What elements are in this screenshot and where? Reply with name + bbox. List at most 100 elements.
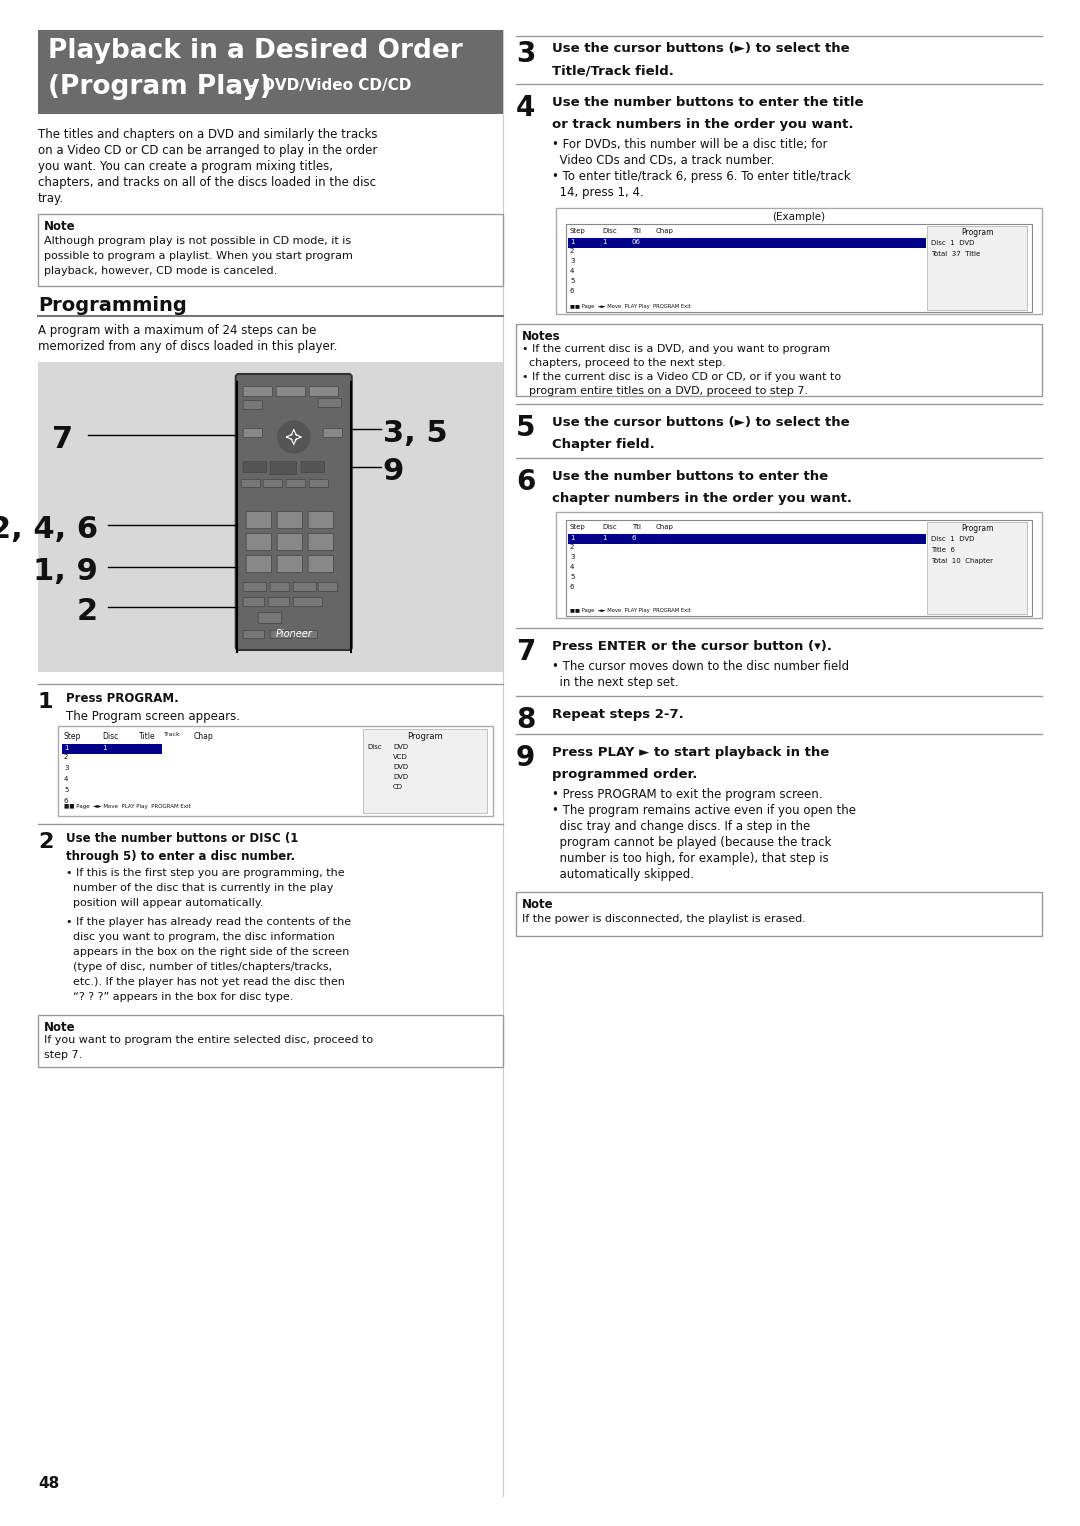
Text: Press ENTER or the cursor button (▾).: Press ENTER or the cursor button (▾). <box>552 639 832 653</box>
Text: Notes: Notes <box>522 330 561 343</box>
FancyBboxPatch shape <box>246 555 271 572</box>
Text: Disc: Disc <box>367 745 381 749</box>
Text: Chapter field.: Chapter field. <box>552 438 654 452</box>
Text: 9: 9 <box>382 456 404 485</box>
Text: ■■ Page  ◄► Move  PLAY Play  PROGRAM Exit: ■■ Page ◄► Move PLAY Play PROGRAM Exit <box>570 607 691 613</box>
Bar <box>38 362 503 671</box>
Text: Note: Note <box>44 1021 76 1035</box>
Text: Total  37  Title: Total 37 Title <box>931 250 981 256</box>
Text: • The cursor moves down to the disc number field: • The cursor moves down to the disc numb… <box>552 661 849 673</box>
Text: Repeat steps 2-7.: Repeat steps 2-7. <box>552 708 684 720</box>
FancyBboxPatch shape <box>309 386 338 397</box>
Text: “? ? ?” appears in the box for disc type.: “? ? ?” appears in the box for disc type… <box>66 992 294 1003</box>
Text: tray.: tray. <box>38 192 64 204</box>
Bar <box>556 208 1042 314</box>
Text: chapter numbers in the order you want.: chapter numbers in the order you want. <box>552 491 852 505</box>
Text: program entire titles on a DVD, proceed to step 7.: program entire titles on a DVD, proceed … <box>522 386 808 397</box>
Bar <box>516 324 1042 397</box>
Text: Programming: Programming <box>38 296 187 314</box>
Text: Use the cursor buttons (►) to select the: Use the cursor buttons (►) to select the <box>552 43 850 55</box>
Text: • If the player has already read the contents of the: • If the player has already read the con… <box>66 917 351 926</box>
Text: disc tray and change discs. If a step in the: disc tray and change discs. If a step in… <box>552 819 810 833</box>
FancyBboxPatch shape <box>319 398 341 407</box>
Bar <box>927 522 1027 613</box>
Text: 5: 5 <box>516 414 536 443</box>
Text: 48: 48 <box>38 1476 59 1491</box>
FancyBboxPatch shape <box>293 583 316 592</box>
Text: Ttl: Ttl <box>632 523 642 530</box>
Bar <box>516 893 1042 935</box>
Text: number is too high, for example), that step is: number is too high, for example), that s… <box>552 852 828 865</box>
Text: Note: Note <box>522 897 554 911</box>
Text: Playback in a Desired Order: Playback in a Desired Order <box>48 38 462 64</box>
Text: 7: 7 <box>516 638 536 665</box>
Text: playback, however, CD mode is canceled.: playback, however, CD mode is canceled. <box>44 266 278 276</box>
Text: 2: 2 <box>38 832 53 852</box>
Text: number of the disc that is currently in the play: number of the disc that is currently in … <box>66 884 334 893</box>
Text: 1: 1 <box>602 536 607 542</box>
FancyBboxPatch shape <box>270 630 292 638</box>
FancyBboxPatch shape <box>309 479 328 488</box>
Text: Disc: Disc <box>602 523 617 530</box>
Text: Chap: Chap <box>194 732 214 742</box>
Text: DVD: DVD <box>393 745 408 749</box>
Bar <box>62 745 162 754</box>
Text: Step: Step <box>64 732 81 742</box>
Text: 6: 6 <box>516 468 536 496</box>
Text: Step: Step <box>570 227 585 233</box>
Text: Use the number buttons to enter the: Use the number buttons to enter the <box>552 470 828 484</box>
Text: or track numbers in the order you want.: or track numbers in the order you want. <box>552 118 853 131</box>
FancyBboxPatch shape <box>243 597 265 607</box>
Text: Pioneer: Pioneer <box>275 629 312 639</box>
Text: 06: 06 <box>632 240 642 246</box>
FancyBboxPatch shape <box>243 400 262 409</box>
Text: 14, press 1, 4.: 14, press 1, 4. <box>552 186 644 198</box>
Text: 2: 2 <box>64 754 68 760</box>
Text: 6: 6 <box>64 798 68 804</box>
Text: Chap: Chap <box>656 227 674 233</box>
Text: automatically skipped.: automatically skipped. <box>552 868 694 881</box>
FancyBboxPatch shape <box>243 461 267 473</box>
Text: DVD: DVD <box>393 765 408 771</box>
Text: 1: 1 <box>570 536 575 542</box>
FancyBboxPatch shape <box>319 583 337 592</box>
Bar <box>568 534 926 543</box>
Text: 2, 4, 6: 2, 4, 6 <box>0 514 98 543</box>
Text: 5: 5 <box>570 278 575 284</box>
Text: 5: 5 <box>64 787 68 794</box>
FancyBboxPatch shape <box>308 511 334 528</box>
Text: Press PROGRAM.: Press PROGRAM. <box>66 691 179 705</box>
Text: disc you want to program, the disc information: disc you want to program, the disc infor… <box>66 932 335 942</box>
Text: ■■ Page  ◄► Move  PLAY Play  PROGRAM Exit: ■■ Page ◄► Move PLAY Play PROGRAM Exit <box>570 304 691 308</box>
Text: 1, 9: 1, 9 <box>33 557 98 586</box>
Text: 3: 3 <box>570 258 575 264</box>
FancyBboxPatch shape <box>246 534 271 551</box>
Text: Disc: Disc <box>602 227 617 233</box>
Text: appears in the box on the right side of the screen: appears in the box on the right side of … <box>66 948 349 957</box>
Text: Use the number buttons or DISC (1: Use the number buttons or DISC (1 <box>66 832 298 845</box>
Text: (type of disc, number of titles/chapters/tracks,: (type of disc, number of titles/chapters… <box>66 961 333 972</box>
Text: Program: Program <box>961 523 994 533</box>
FancyBboxPatch shape <box>278 511 302 528</box>
Text: 3: 3 <box>516 40 536 69</box>
Text: Video CDs and CDs, a track number.: Video CDs and CDs, a track number. <box>552 154 774 166</box>
Text: 6: 6 <box>570 288 575 295</box>
Text: Use the cursor buttons (►) to select the: Use the cursor buttons (►) to select the <box>552 417 850 429</box>
Text: programmed order.: programmed order. <box>552 768 698 781</box>
FancyBboxPatch shape <box>243 429 262 438</box>
FancyBboxPatch shape <box>235 374 352 650</box>
Text: • If the current disc is a DVD, and you want to program: • If the current disc is a DVD, and you … <box>522 343 831 354</box>
Text: Title  6: Title 6 <box>931 546 955 552</box>
Bar <box>568 238 926 249</box>
FancyBboxPatch shape <box>243 630 265 638</box>
Text: • To enter title/track 6, press 6. To enter title/track: • To enter title/track 6, press 6. To en… <box>552 169 851 183</box>
Text: Total  10  Chapter: Total 10 Chapter <box>931 559 993 565</box>
Text: 7: 7 <box>52 424 73 453</box>
Text: in the next step set.: in the next step set. <box>552 676 678 690</box>
Bar <box>38 31 503 114</box>
Text: The Program screen appears.: The Program screen appears. <box>66 710 240 723</box>
Text: Press PLAY ► to start playback in the: Press PLAY ► to start playback in the <box>552 746 829 758</box>
Text: position will appear automatically.: position will appear automatically. <box>66 897 264 908</box>
FancyBboxPatch shape <box>246 511 271 528</box>
Text: Chap: Chap <box>656 523 674 530</box>
